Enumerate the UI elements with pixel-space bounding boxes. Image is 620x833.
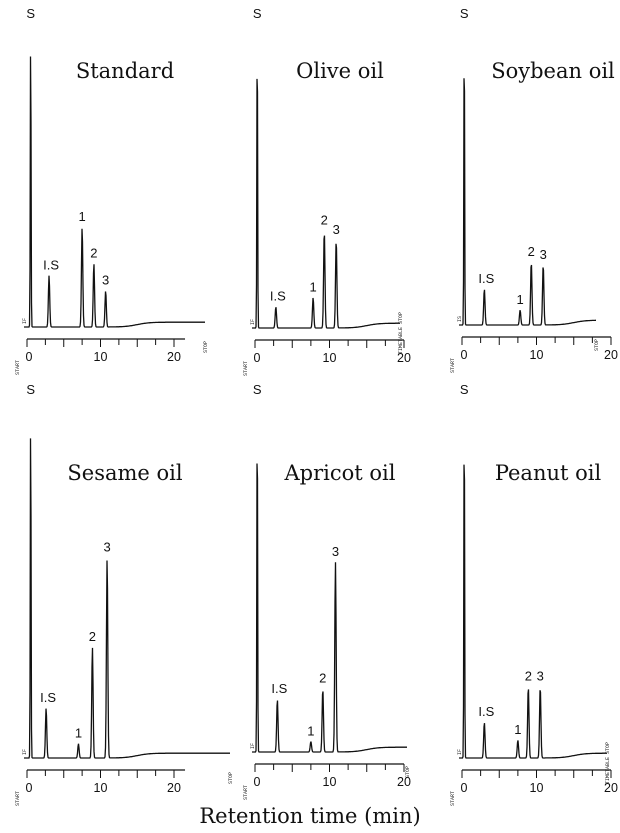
panel-title: Sesame oil	[67, 461, 182, 485]
x-tick-label: 0	[254, 775, 261, 789]
start-label: START	[15, 360, 21, 375]
start-label: START	[450, 791, 456, 806]
inject-label: IF	[22, 749, 28, 755]
peak-label: 3	[537, 668, 544, 683]
inject-label: IF	[250, 319, 256, 325]
peak-label: 1	[516, 292, 523, 307]
peak-label: I.S	[478, 271, 494, 286]
inject-label: IF	[250, 743, 256, 749]
peak-label: 3	[102, 273, 109, 288]
peak-label: I.S	[43, 257, 59, 272]
inject-label: IS	[457, 316, 463, 322]
peak-label: 2	[528, 244, 535, 259]
x-tick-label: 10	[94, 350, 108, 364]
trace-sesame-oil	[24, 438, 230, 759]
peak-label: I.S	[40, 690, 56, 705]
panel-title: Peanut oil	[495, 461, 602, 485]
peak-label: S	[253, 382, 262, 397]
x-tick-label: 10	[323, 775, 337, 789]
trace-standard	[24, 56, 205, 328]
inject-label: IF	[457, 749, 463, 755]
x-tick-label: 0	[26, 350, 33, 364]
x-tick-label: 0	[254, 351, 261, 365]
x-tick-label: 0	[461, 348, 468, 362]
peak-label: 2	[89, 629, 96, 644]
x-tick-label: 20	[397, 775, 411, 789]
inject-label: IF	[22, 318, 28, 324]
trace-olive-oil	[252, 78, 400, 329]
peak-label: 2	[525, 668, 532, 683]
peak-label: 2	[319, 671, 326, 686]
x-tick-label: 10	[530, 781, 544, 795]
x-tick-label: 10	[323, 351, 337, 365]
x-tick-label: 20	[397, 351, 411, 365]
peak-label: I.S	[478, 704, 494, 719]
peak-label: S	[26, 6, 35, 21]
peak-label: 3	[540, 247, 547, 262]
start-label: START	[15, 791, 21, 806]
peak-label: 1	[514, 722, 521, 737]
panel-2: Soybean oil S I.S 1 2 3 0 10 20 START IS STOP	[450, 6, 618, 373]
peak-label: 1	[307, 723, 314, 738]
x-tick-label: 20	[167, 350, 181, 364]
peak-label: 2	[90, 245, 97, 260]
peak-label: 3	[332, 544, 339, 559]
panel-title: Standard	[76, 59, 174, 83]
start-label: START	[243, 785, 249, 800]
peak-label: 3	[103, 540, 110, 555]
panel-4: Apricot oil S I.S 1 2 3 0 10 20 START IF STOP	[243, 382, 411, 800]
peak-label: S	[253, 6, 262, 21]
peak-label: I.S	[271, 681, 287, 696]
panel-0: Standard S I.S 1 23 0 10 20 START IF STOP	[15, 6, 209, 375]
panel-title: Olive oil	[296, 59, 384, 83]
peak-label: 1	[75, 726, 82, 741]
start-label: START	[450, 358, 456, 373]
x-tick-label: 0	[26, 781, 33, 795]
x-tick-label: 20	[604, 781, 618, 795]
panel-3: Sesame oil S I.S 1 2 3 0 10 20 START IF STOP	[15, 382, 234, 806]
panel-title: Soybean oil	[491, 59, 615, 83]
stop-label: STOP	[203, 341, 209, 353]
x-tick-label: 20	[167, 781, 181, 795]
peak-label: 2	[321, 213, 328, 228]
trace-soybean-oil	[459, 78, 596, 326]
peak-label: I.S	[270, 289, 286, 304]
stop-label: STOP	[594, 339, 600, 351]
stop-label: TIMETABLE STOP	[398, 312, 404, 354]
peak-label: S	[26, 382, 35, 397]
x-axis-title: Retention time (min)	[199, 804, 420, 828]
x-tick-label: 10	[530, 348, 544, 362]
peak-label: S	[460, 6, 469, 21]
peak-label: S	[460, 382, 469, 397]
peak-label: 1	[309, 280, 316, 295]
x-tick-label: 10	[94, 781, 108, 795]
trace-apricot-oil	[252, 463, 407, 753]
peak-label: 3	[333, 222, 340, 237]
panel-title: Apricot oil	[284, 461, 396, 485]
trace-peanut-oil	[459, 464, 607, 759]
stop-label: STOP	[228, 772, 234, 784]
panel-5: Peanut oil S I.S 1 2 3 0 10 20 START IF TIMETABLE S…	[450, 382, 618, 806]
panel-1: Olive oil S I.S 1 23 0 10 20 START IF TIMETABLE ST…	[243, 6, 411, 376]
x-tick-label: 0	[461, 781, 468, 795]
stop-label: TIMETABLE STOP	[605, 742, 611, 784]
stop-label: STOP	[405, 766, 411, 778]
peak-label: 1	[79, 209, 86, 224]
start-label: START	[243, 361, 249, 376]
x-tick-label: 20	[604, 348, 618, 362]
